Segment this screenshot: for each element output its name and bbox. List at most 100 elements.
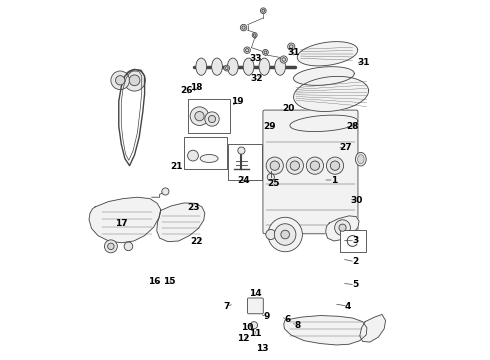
Circle shape xyxy=(162,188,169,195)
Polygon shape xyxy=(326,216,359,241)
Ellipse shape xyxy=(358,155,364,164)
Text: 1: 1 xyxy=(331,176,337,185)
Text: 15: 15 xyxy=(164,276,176,285)
Text: 31: 31 xyxy=(288,48,300,57)
Polygon shape xyxy=(297,42,358,66)
Circle shape xyxy=(270,161,279,170)
Ellipse shape xyxy=(196,58,207,75)
Circle shape xyxy=(108,243,114,249)
Text: 18: 18 xyxy=(190,83,202,92)
Text: 19: 19 xyxy=(231,97,244,106)
Circle shape xyxy=(104,240,117,253)
Text: 20: 20 xyxy=(283,104,295,113)
Circle shape xyxy=(124,69,146,91)
Circle shape xyxy=(281,230,290,239)
Text: 23: 23 xyxy=(188,203,200,212)
Polygon shape xyxy=(89,197,161,243)
Circle shape xyxy=(188,150,198,161)
Circle shape xyxy=(282,58,286,61)
Circle shape xyxy=(225,67,228,69)
Text: 24: 24 xyxy=(237,176,250,185)
Text: 4: 4 xyxy=(345,302,351,311)
Text: 26: 26 xyxy=(180,86,193,95)
Circle shape xyxy=(190,107,209,126)
Text: 32: 32 xyxy=(250,74,263,83)
Text: 10: 10 xyxy=(241,323,253,332)
Bar xyxy=(188,99,230,134)
Circle shape xyxy=(286,157,303,174)
Circle shape xyxy=(326,157,343,174)
Text: 16: 16 xyxy=(148,276,161,285)
Circle shape xyxy=(240,24,247,31)
Bar xyxy=(228,144,262,180)
Ellipse shape xyxy=(275,58,286,75)
Text: 8: 8 xyxy=(294,321,301,330)
Text: 2: 2 xyxy=(352,257,358,266)
Circle shape xyxy=(268,217,302,252)
Polygon shape xyxy=(157,203,205,242)
Circle shape xyxy=(280,56,287,63)
Text: 25: 25 xyxy=(268,179,280,188)
Text: 3: 3 xyxy=(352,237,358,246)
Circle shape xyxy=(253,34,256,36)
Text: 9: 9 xyxy=(263,312,270,321)
Polygon shape xyxy=(360,315,386,342)
Circle shape xyxy=(245,49,249,52)
Circle shape xyxy=(266,157,283,174)
FancyBboxPatch shape xyxy=(247,298,263,314)
Circle shape xyxy=(263,49,269,55)
Text: 33: 33 xyxy=(249,54,262,63)
Circle shape xyxy=(290,45,293,48)
Circle shape xyxy=(124,242,133,251)
Circle shape xyxy=(264,51,267,54)
Text: 30: 30 xyxy=(350,196,363,205)
Circle shape xyxy=(339,224,346,231)
Circle shape xyxy=(267,174,274,181)
Text: 14: 14 xyxy=(249,289,262,298)
Circle shape xyxy=(260,8,266,14)
Circle shape xyxy=(238,147,245,154)
Circle shape xyxy=(208,116,216,123)
Circle shape xyxy=(274,224,296,245)
Ellipse shape xyxy=(200,154,218,162)
Bar xyxy=(184,137,227,169)
Text: 6: 6 xyxy=(284,315,291,324)
Circle shape xyxy=(242,26,245,29)
Polygon shape xyxy=(284,316,367,345)
Polygon shape xyxy=(294,76,368,112)
Circle shape xyxy=(129,75,140,86)
Ellipse shape xyxy=(243,58,254,75)
Circle shape xyxy=(116,76,125,85)
Circle shape xyxy=(306,157,323,174)
Circle shape xyxy=(205,112,219,126)
Circle shape xyxy=(111,71,129,90)
Circle shape xyxy=(195,112,204,121)
Circle shape xyxy=(290,161,299,170)
Circle shape xyxy=(252,33,257,38)
Circle shape xyxy=(244,47,250,53)
Text: 27: 27 xyxy=(339,143,352,152)
Text: 31: 31 xyxy=(357,58,369,67)
Circle shape xyxy=(262,9,265,12)
Text: 13: 13 xyxy=(256,344,269,353)
Text: 28: 28 xyxy=(346,122,359,131)
Ellipse shape xyxy=(227,58,238,75)
Circle shape xyxy=(330,161,340,170)
Text: 21: 21 xyxy=(171,162,183,171)
Text: 5: 5 xyxy=(352,280,358,289)
Ellipse shape xyxy=(355,152,366,166)
Polygon shape xyxy=(294,67,354,85)
Text: 22: 22 xyxy=(190,237,203,246)
Circle shape xyxy=(335,220,350,235)
Bar xyxy=(340,230,366,252)
Text: 17: 17 xyxy=(115,219,127,228)
FancyBboxPatch shape xyxy=(263,110,358,234)
Text: 7: 7 xyxy=(223,302,229,311)
Text: 11: 11 xyxy=(249,329,262,338)
Circle shape xyxy=(288,43,295,50)
Ellipse shape xyxy=(259,58,270,75)
Ellipse shape xyxy=(212,58,222,75)
Text: 29: 29 xyxy=(263,122,276,131)
Circle shape xyxy=(224,65,230,71)
Text: 12: 12 xyxy=(237,334,249,343)
